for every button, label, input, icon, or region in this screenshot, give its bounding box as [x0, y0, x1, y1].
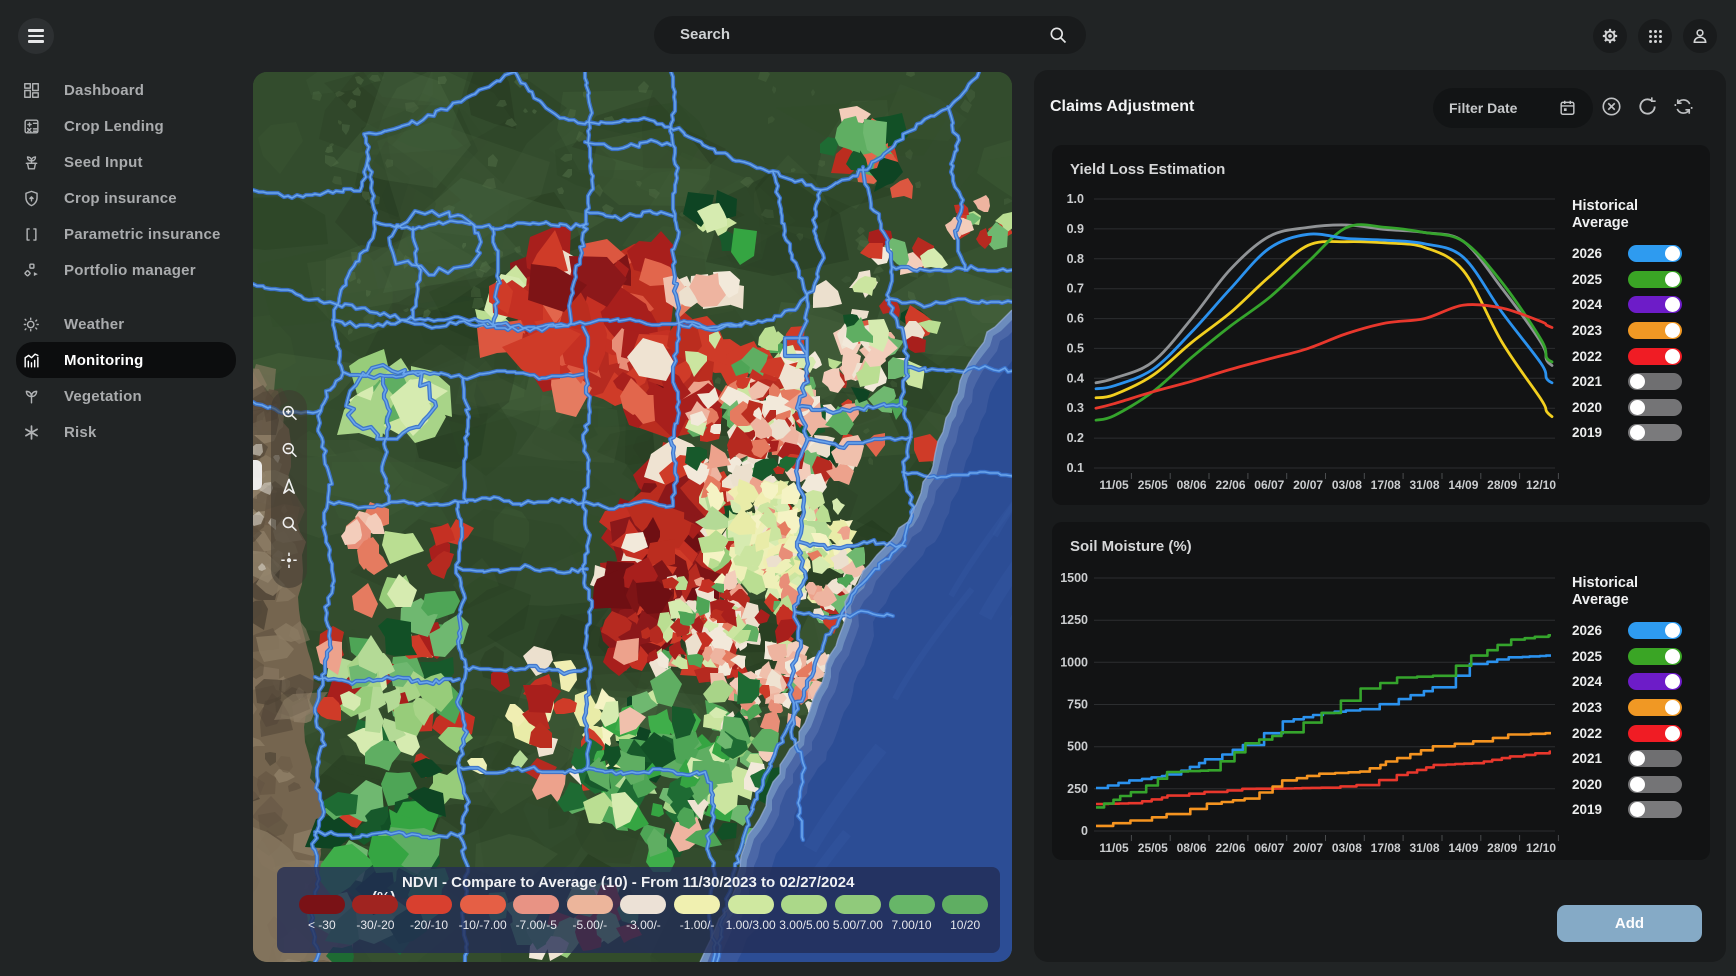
svg-text:0.6: 0.6 — [1067, 312, 1084, 326]
svg-text:0.4: 0.4 — [1067, 371, 1084, 385]
svg-text:14/09: 14/09 — [1448, 841, 1478, 855]
svg-text:22/06: 22/06 — [1215, 841, 1245, 855]
svg-text:1000: 1000 — [1060, 655, 1088, 669]
svg-text:12/10: 12/10 — [1526, 841, 1556, 855]
svg-text:22/06: 22/06 — [1215, 478, 1245, 492]
svg-text:17/08: 17/08 — [1371, 841, 1401, 855]
svg-text:1500: 1500 — [1060, 571, 1088, 585]
svg-text:0.1: 0.1 — [1067, 461, 1084, 475]
svg-text:06/07: 06/07 — [1254, 478, 1284, 492]
svg-text:500: 500 — [1067, 740, 1088, 754]
svg-text:03/08: 03/08 — [1332, 478, 1362, 492]
svg-text:0.7: 0.7 — [1067, 282, 1084, 296]
svg-text:14/09: 14/09 — [1448, 478, 1478, 492]
svg-text:0.3: 0.3 — [1067, 401, 1084, 415]
svg-text:0.2: 0.2 — [1067, 431, 1084, 445]
svg-text:20/07: 20/07 — [1293, 478, 1323, 492]
svg-text:28/09: 28/09 — [1487, 478, 1517, 492]
svg-text:03/08: 03/08 — [1332, 841, 1362, 855]
svg-text:1.0: 1.0 — [1067, 192, 1084, 206]
svg-text:08/06: 08/06 — [1177, 841, 1207, 855]
svg-text:11/05: 11/05 — [1099, 841, 1129, 855]
svg-text:0.8: 0.8 — [1067, 252, 1084, 266]
svg-text:12/10: 12/10 — [1526, 478, 1556, 492]
svg-text:1250: 1250 — [1060, 613, 1088, 627]
svg-text:31/08: 31/08 — [1409, 841, 1439, 855]
svg-text:20/07: 20/07 — [1293, 841, 1323, 855]
svg-text:0: 0 — [1081, 824, 1088, 838]
svg-text:28/09: 28/09 — [1487, 841, 1517, 855]
svg-text:08/06: 08/06 — [1177, 478, 1207, 492]
svg-text:250: 250 — [1067, 782, 1088, 796]
svg-text:0.5: 0.5 — [1067, 341, 1084, 355]
svg-text:0.9: 0.9 — [1067, 222, 1084, 236]
svg-text:25/05: 25/05 — [1138, 841, 1168, 855]
svg-text:25/05: 25/05 — [1138, 478, 1168, 492]
svg-text:750: 750 — [1067, 698, 1088, 712]
svg-text:06/07: 06/07 — [1254, 841, 1284, 855]
svg-text:31/08: 31/08 — [1409, 478, 1439, 492]
svg-text:11/05: 11/05 — [1099, 478, 1129, 492]
svg-text:17/08: 17/08 — [1371, 478, 1401, 492]
